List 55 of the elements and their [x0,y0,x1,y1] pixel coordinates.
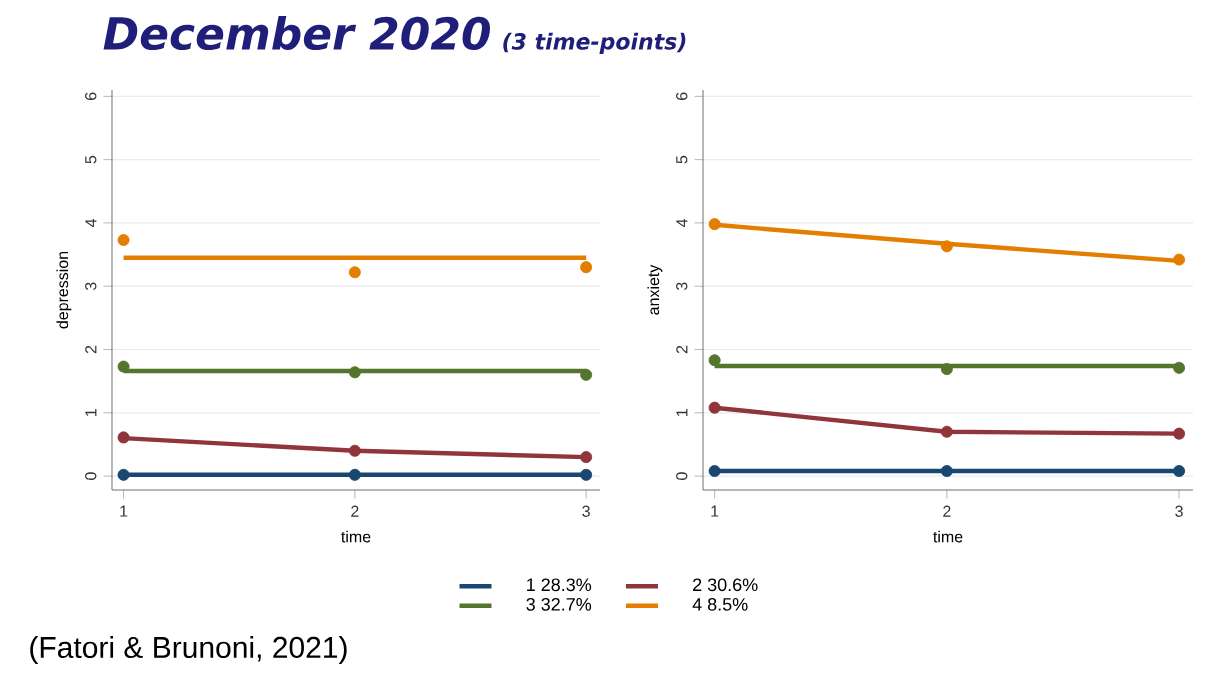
y-tick-label: 2 [676,345,688,354]
point [348,468,361,481]
text: (Fatori & Brunoni, 2021) [30,636,347,664]
legend-label: 3 32.7% [526,597,592,611]
y-tick-label: 2 [85,345,97,354]
y-tick-label: 0 [676,472,688,480]
y-tick-label: 5 [676,155,688,164]
chart-title: December 2020 [103,15,491,51]
point [348,444,361,457]
y-tick-label: 4 [676,218,688,227]
point [940,425,953,438]
point [580,451,593,464]
point [580,261,593,274]
point [1173,427,1186,440]
chart-subtitle: (3 time-points) [503,32,686,54]
y-tick-label: 1 [85,409,97,417]
y-tick-label: 6 [676,92,688,100]
point [580,468,593,481]
x-tick-label: 2 [943,505,951,517]
y-tick-label: 1 [676,409,688,417]
point [708,354,721,367]
point [117,234,130,246]
point [708,401,721,414]
point [708,218,721,231]
legend-label: 4 8.5% [692,597,748,611]
y-tick-label: 3 [85,282,97,291]
point [1173,361,1186,374]
point [1173,253,1186,266]
point [348,366,361,379]
x-axis-title: time [341,530,371,543]
y-tick-label: 0 [85,472,97,480]
point [348,266,361,279]
x-axis-title: time [933,530,963,543]
point [580,368,593,381]
y-tick-label: 5 [85,155,97,164]
y-axis-title: anxiety [647,264,663,315]
legend-label: 1 28.3% [527,578,592,592]
x-tick-label: 3 [582,505,590,517]
y-tick-label: 4 [85,218,97,227]
point [708,465,721,478]
x-tick-label: 1 [711,505,719,517]
point [117,431,130,444]
x-tick-label: 2 [351,505,359,517]
point [940,240,953,253]
point [117,468,130,481]
y-tick-label: 6 [85,92,97,100]
x-tick-label: 1 [120,505,128,517]
y-tick-label: 3 [676,282,688,291]
legend-label: 2 30.6% [693,578,758,592]
point [117,360,130,373]
y-axis-title: depression [56,251,72,329]
point [940,465,953,478]
x-tick-label: 3 [1175,505,1183,517]
point [940,363,953,376]
point [1173,465,1186,478]
